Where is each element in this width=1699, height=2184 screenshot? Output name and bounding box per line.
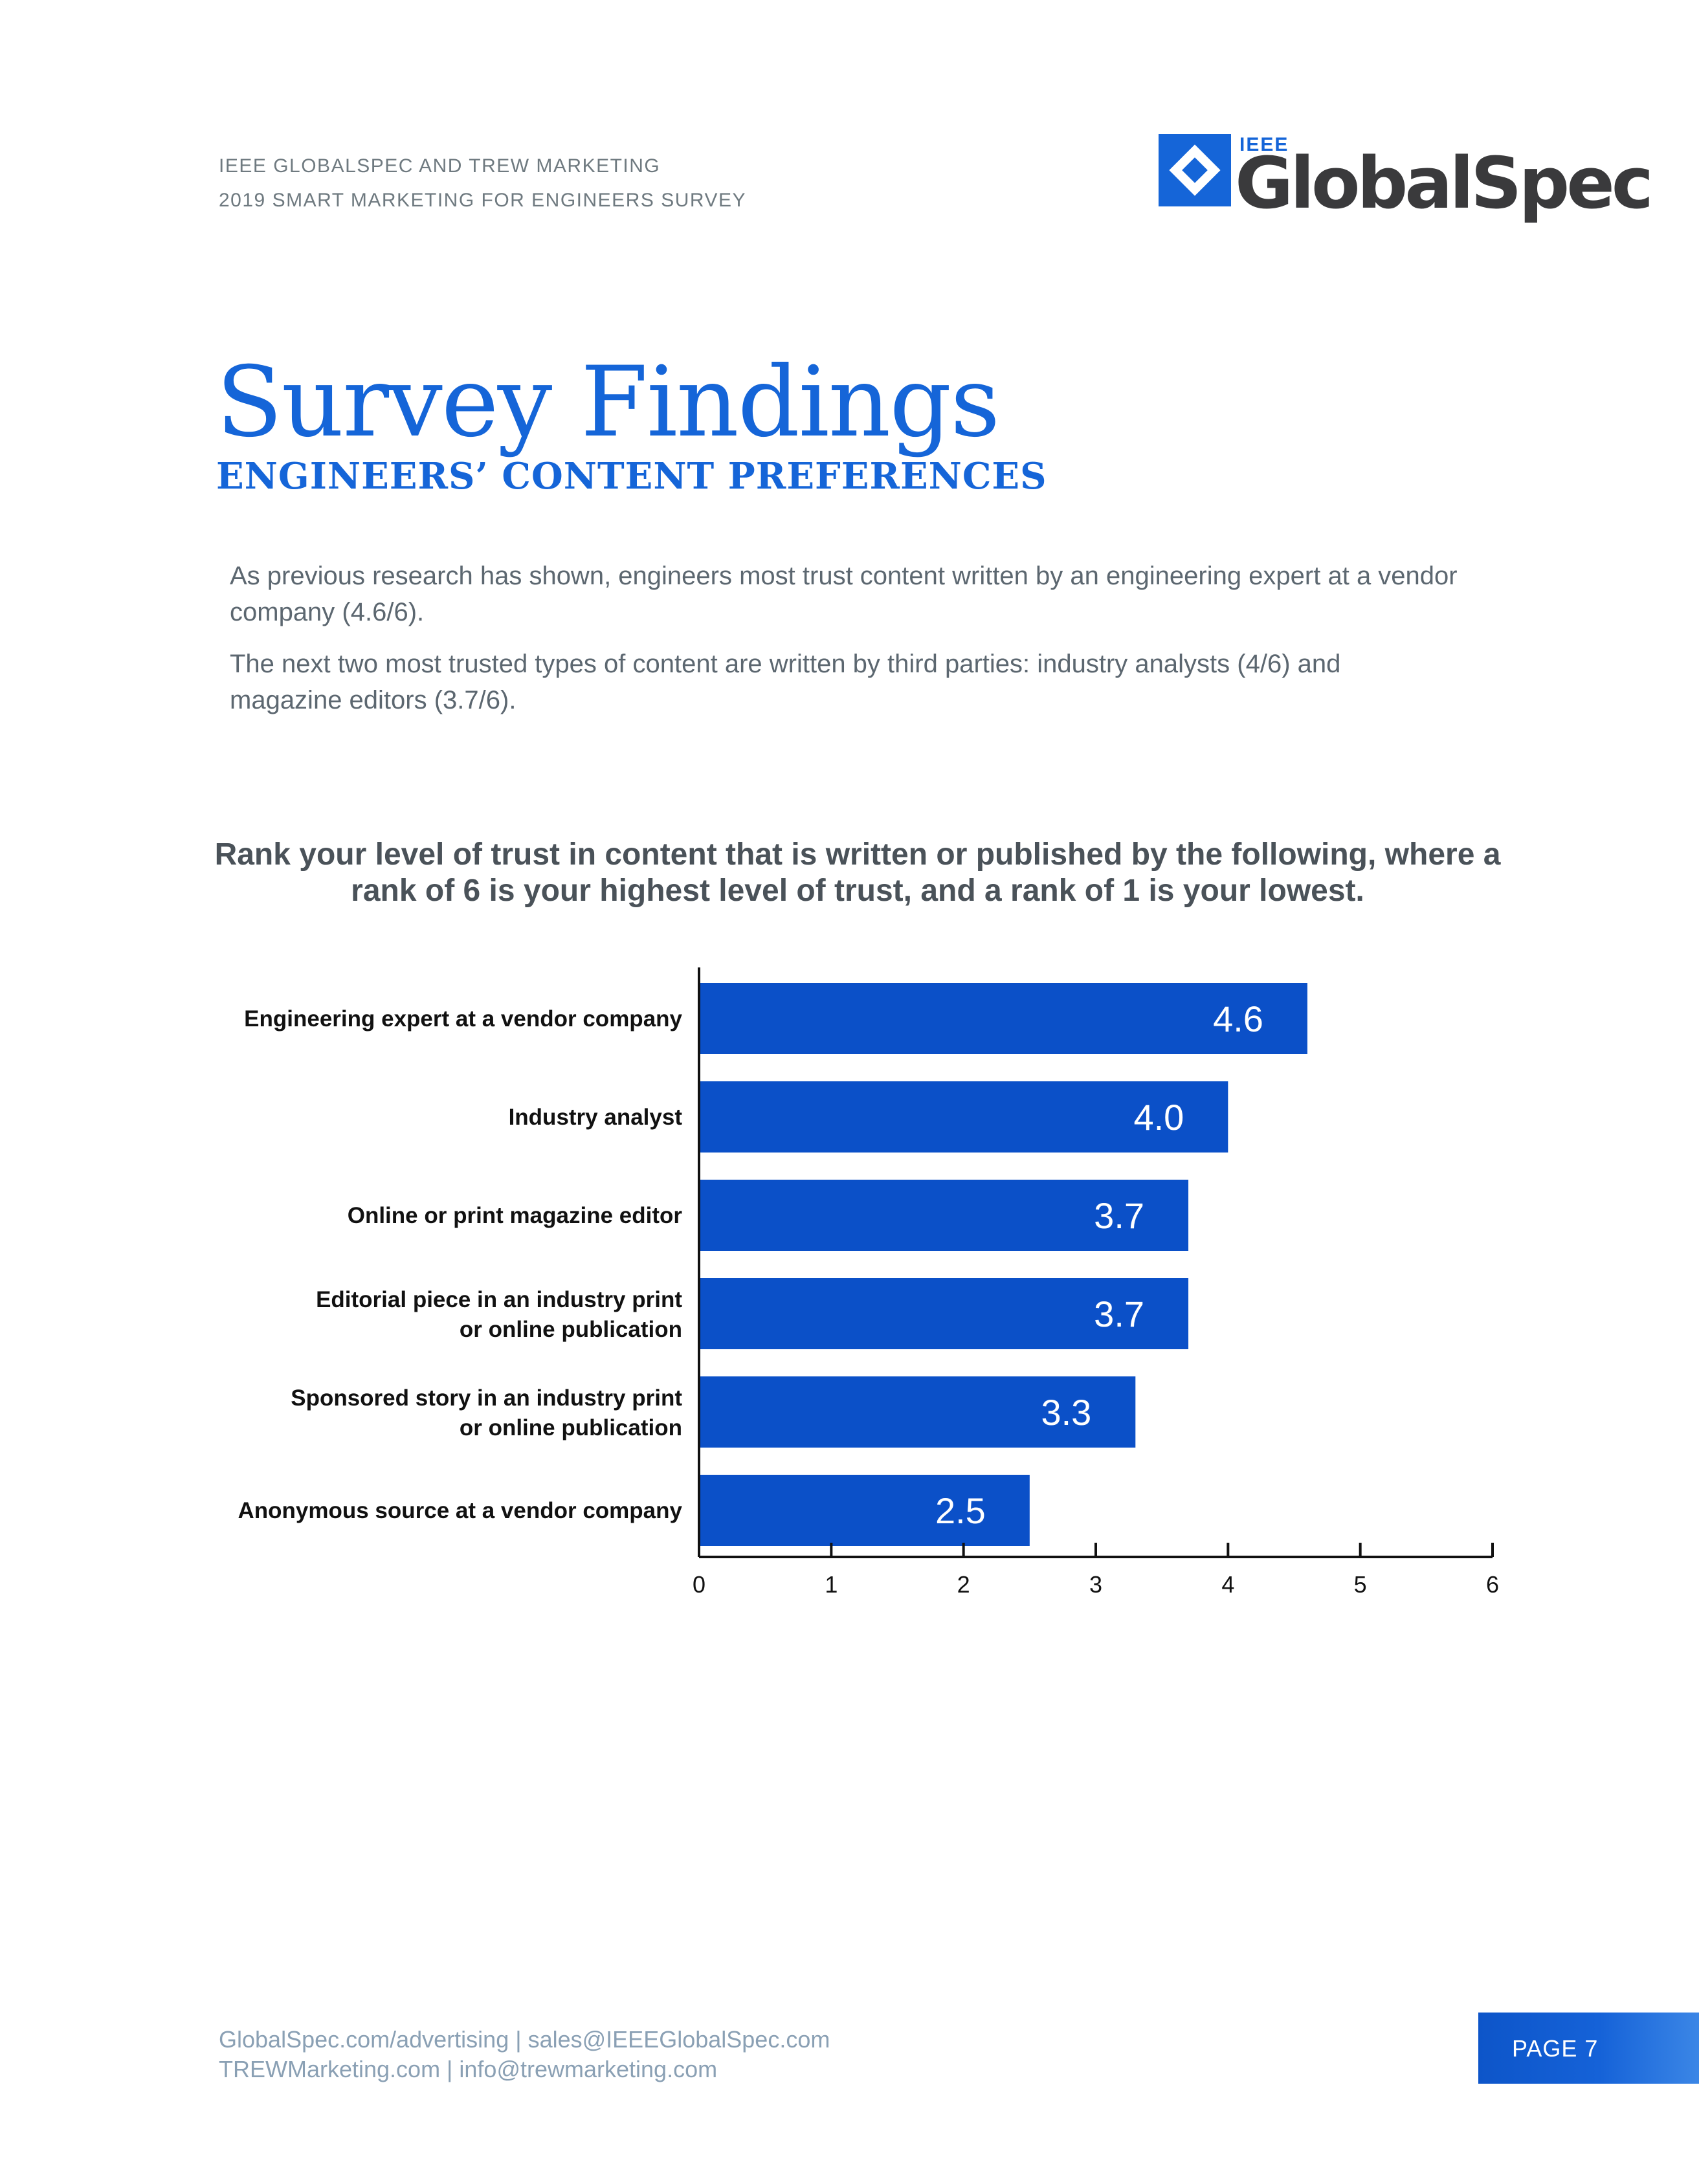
x-tick-label-2: 2 (957, 1571, 970, 1598)
page-subtitle: ENGINEERS’ CONTENT PREFERENCES (216, 455, 1047, 498)
category-label-4: Editorial piece in an industry print or o… (316, 1287, 682, 1342)
x-tick-label-5: 5 (1354, 1571, 1367, 1598)
bar-2 (700, 1081, 1228, 1153)
globalspec-diamond-logo-icon (1159, 134, 1231, 206)
logo-ieee-text: IEEE (1239, 134, 1289, 155)
page-title: Survey Findings (216, 346, 1000, 459)
x-tick-label-6: 6 (1486, 1571, 1499, 1598)
x-tick-label-1: 1 (825, 1571, 838, 1598)
page-number-label: PAGE 7 (1512, 2035, 1599, 2062)
bar-value-label-4: 3.7 (1094, 1294, 1144, 1334)
globalspec-logo: IEEE GlobalSpec (1159, 133, 1654, 236)
bar-4 (700, 1278, 1189, 1349)
header-report-name: 2019 SMART MARKETING FOR ENGINEERS SURVE… (219, 190, 747, 211)
body-paragraph-1: As previous research has shown, engineer… (230, 562, 1458, 626)
page-number-badge: PAGE 7 (1478, 2013, 1699, 2084)
x-tick-label-0: 0 (693, 1571, 705, 1598)
x-tick-label-4: 4 (1221, 1571, 1234, 1598)
footer-contact-trew: TREWMarketing.com | info@trewmarketing.c… (219, 2056, 718, 2082)
category-label-2: Industry analyst (509, 1105, 683, 1130)
bar-value-label-5: 3.3 (1041, 1392, 1091, 1433)
bar-6 (700, 1475, 1030, 1546)
bar-3 (700, 1180, 1189, 1251)
bar-value-label-2: 4.0 (1133, 1097, 1184, 1138)
bar-value-label-1: 4.6 (1213, 998, 1263, 1039)
logo-brand-text: GlobalSpec (1235, 142, 1654, 225)
bar-value-label-6: 2.5 (935, 1490, 986, 1531)
chart-title: Rank your level of trust in content that… (214, 837, 1501, 908)
category-label-1: Engineering expert at a vendor company (244, 1006, 682, 1031)
body-paragraph-2: The next two most trusted types of conte… (230, 650, 1341, 714)
bar-5 (700, 1376, 1136, 1448)
footer-contact-globalspec: GlobalSpec.com/advertising | sales@IEEEG… (219, 2026, 830, 2053)
bar-value-label-3: 3.7 (1094, 1195, 1144, 1236)
header-publisher: IEEE GLOBALSPEC AND TREW MARKETING (219, 155, 661, 177)
bar-chart: 4.6 Engineering expert at a vendor compan… (238, 967, 1499, 1598)
category-label-5: Sponsored story in an industry print or o… (291, 1385, 682, 1440)
category-label-3: Online or print magazine editor (348, 1203, 683, 1228)
x-tick-label-3: 3 (1089, 1571, 1102, 1598)
bar-1 (700, 983, 1307, 1054)
category-label-6: Anonymous source at a vendor company (238, 1498, 682, 1523)
